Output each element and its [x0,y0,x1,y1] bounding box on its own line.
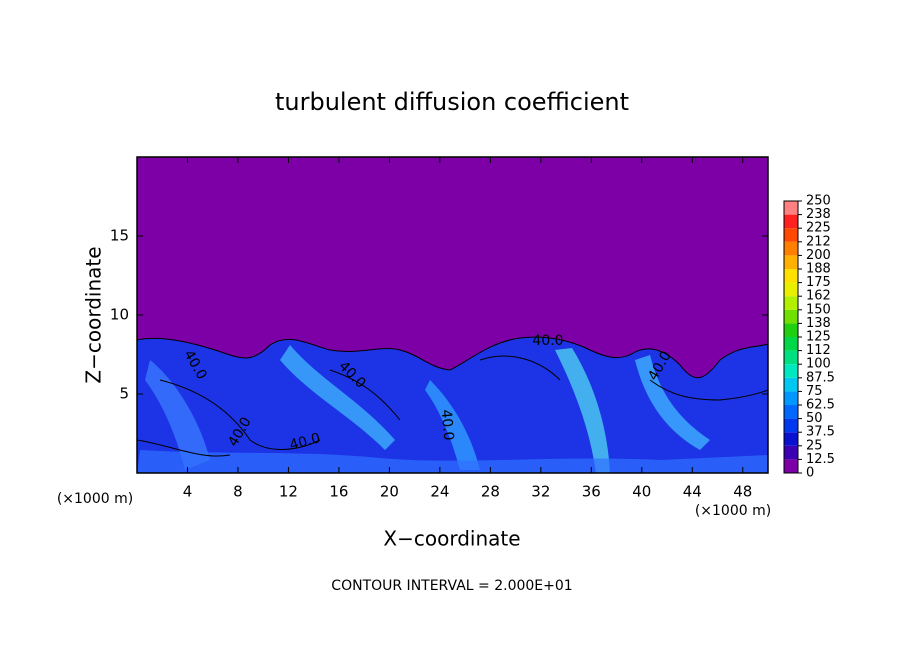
colorbar-label: 212 [806,234,831,249]
colorbar-label: 100 [806,357,831,372]
colorbar-segment [784,309,798,324]
y-tick-label: 15 [110,227,129,245]
field-contour [136,355,769,457]
field-streak [137,450,768,473]
colorbar-label: 175 [806,275,831,290]
colorbar-segment [784,296,798,310]
colorbar-segment [784,405,798,419]
colorbar-label: 188 [806,262,831,277]
colorbar-segment [784,350,798,365]
colorbar-label: 125 [806,330,831,345]
colorbar-segment [784,377,798,392]
field-streak [635,355,710,450]
colorbar-segment [784,418,798,433]
footer: CONTOUR INTERVAL = 2.000E+01 [331,578,572,594]
x-tick-label: 8 [233,483,243,501]
y-tick-label: 5 [119,385,129,403]
colorbar-label: 0 [806,466,814,481]
colorbar-label: 238 [806,207,831,222]
colorbar-segment [784,241,798,256]
colorbar-segment [784,201,798,215]
colorbar-label: 12.5 [806,452,835,467]
colorbar-segment [784,445,798,460]
colorbar-label: 250 [806,194,831,209]
x-tick-label: 16 [329,483,348,501]
field-streak [555,348,610,473]
field-streak [425,380,480,470]
x-tick-label: 44 [683,483,702,501]
colorbar-label: 225 [806,221,831,236]
field-streak [280,345,395,450]
x-tick-label: 48 [733,483,752,501]
colorbar-label: 62.5 [806,398,835,413]
colorbar-label: 50 [806,411,823,426]
colorbar-label: 200 [806,248,831,263]
colorbar-segment [784,459,798,473]
chart-title: turbulent diffusion coefficient [275,88,629,116]
colorbar-segment [784,214,798,229]
x-tick-label: 28 [481,483,500,501]
contour-label: 40.0 [288,430,322,454]
colorbar-label: 37.5 [806,425,835,440]
colorbar-label: 87.5 [806,370,835,385]
colorbar-label: 162 [806,289,831,304]
colorbar-segment [784,255,798,269]
contour-label: 40.0 [532,333,563,349]
colorbar-segment [784,269,798,283]
field-streak [145,360,210,470]
colorbar-label: 25 [806,438,823,453]
colorbar-label: 112 [806,343,831,358]
colorbar-segment [784,432,798,446]
field [136,157,769,474]
colorbar-segment [784,391,798,405]
colorbar-segment [784,282,798,297]
x-tick-label: 20 [380,483,399,501]
x-tick-label: 32 [531,483,550,501]
x-unit-label: (×1000 m) [57,491,133,507]
colorbar-label: 138 [806,316,831,331]
colorbar-label: 150 [806,302,831,317]
y-axis-label: Z−coordinate [82,246,106,383]
x-axis-label: X−coordinate [383,527,520,551]
colorbar-label: 75 [806,384,823,399]
colorbar-segment [784,228,798,242]
x-tick-label: 36 [582,483,601,501]
colorbar-segment [784,337,798,351]
x-tick-label: 12 [279,483,298,501]
contour-label: 40.0 [438,409,457,441]
colorbar-segment [784,323,798,337]
x-tick-label: 24 [430,483,449,501]
y-tick-label: 10 [110,306,129,324]
colorbar-segment [784,364,798,378]
x-unit-label: (×1000 m) [695,503,771,519]
x-tick-label: 40 [632,483,651,501]
x-tick-label: 4 [183,483,193,501]
